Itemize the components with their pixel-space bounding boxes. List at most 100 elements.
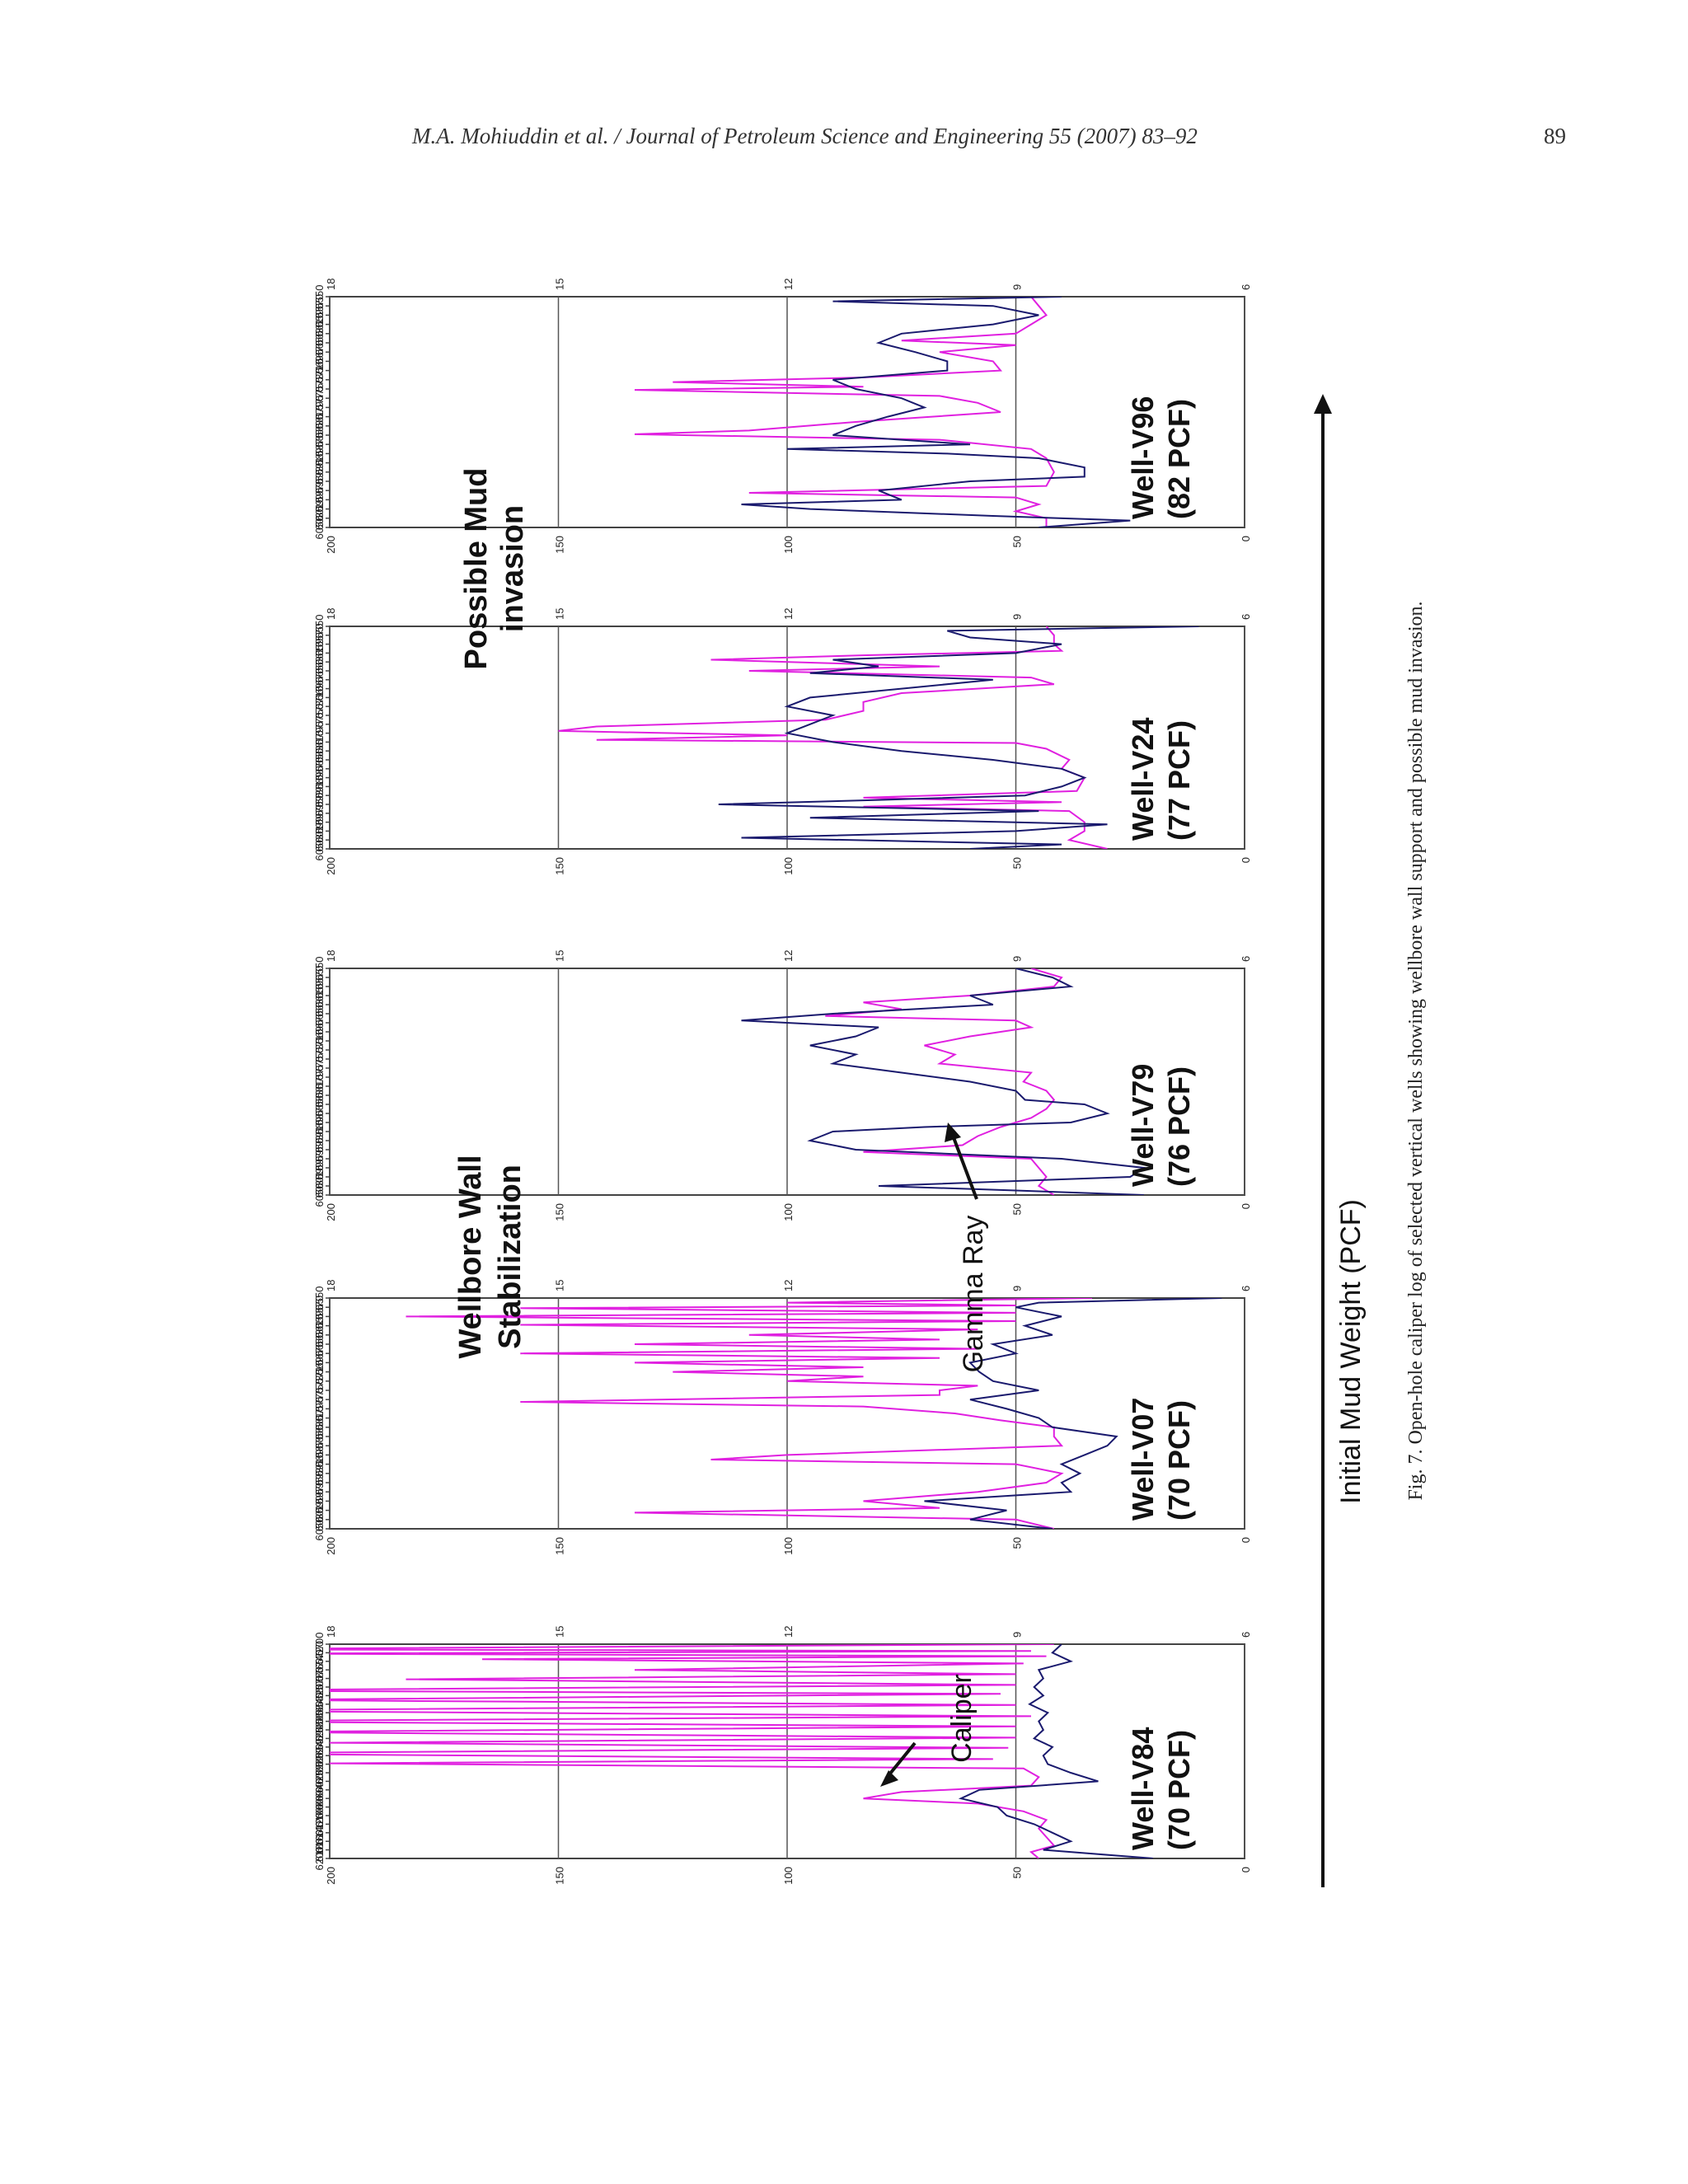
depth-tick-label: 5990	[313, 1156, 326, 1180]
gamma-ray-tick-label: 0	[1240, 536, 1252, 541]
depth-tick-label: 5930	[313, 1129, 326, 1153]
depth-tick-label: 5810	[313, 405, 326, 429]
well-name-label: Well-V84	[1126, 1727, 1160, 1850]
caliper-tick-label: 6	[1240, 1286, 1252, 1291]
depth-tick-label: 6060	[313, 1787, 326, 1811]
gamma-ray-tick-label: 150	[554, 1867, 566, 1885]
depth-tick-label: 5590	[313, 303, 326, 327]
depth-tick-label: 5690	[313, 1020, 326, 1044]
depth-tick-label: 6030	[313, 828, 326, 852]
annotation-wellbore-wall-stabilization: Wellbore Wall Stabilization	[453, 1155, 528, 1358]
depth-tick-label: 5910	[313, 1120, 326, 1144]
depth-tick-label: 5750	[313, 377, 326, 401]
depth-tick-label: 5870	[313, 1102, 326, 1126]
depth-tick-label: 5970	[313, 1480, 326, 1504]
depth-tick-label: 5840	[313, 1692, 326, 1716]
depth-tick-label: 5750	[313, 1379, 326, 1403]
depth-tick-label: 5730	[313, 1038, 326, 1062]
mud-weight-label: (82 PCF)	[1162, 399, 1196, 519]
mud-weight-label: (70 PCF)	[1162, 1400, 1196, 1521]
gamma-ray-tick-label: 0	[1240, 1537, 1252, 1543]
gamma-ray-tick-label: 150	[554, 1537, 566, 1555]
gamma-ray-tick-label: 50	[1011, 857, 1024, 869]
depth-tick-label: 5950	[313, 793, 326, 817]
page-number: 89	[1544, 124, 1566, 148]
depth-tick-label: 5900	[313, 1718, 326, 1742]
depth-tick-label: 6050	[313, 837, 326, 861]
gamma-ray-series	[718, 626, 1199, 849]
depth-tick-label: 5630	[313, 321, 326, 345]
depth-tick-label: 5630	[313, 650, 326, 674]
depth-tick-label: 5720	[313, 1641, 326, 1665]
depth-tick-label: 5970	[313, 479, 326, 503]
mud-weight-label: (76 PCF)	[1162, 1066, 1196, 1187]
depth-tick-label: 5850	[313, 748, 326, 772]
depth-tick-label: 6010	[313, 1498, 326, 1522]
annotation-gamma-ray: Gamma Ray	[958, 1216, 989, 1373]
depth-tick-label: 6010	[313, 1165, 326, 1189]
depth-tick-label: 6050	[313, 1517, 326, 1541]
depth-tick-label: 5830	[313, 739, 326, 763]
well-log-panels: 6912151805010015020057005720574057605780…	[313, 279, 1252, 1885]
well-panel-well-v07: 6 9 12 15 18 0 50 100 150 200 55505570559056105630…	[313, 1280, 1252, 1555]
depth-tick-label: 5970	[313, 801, 326, 825]
running-head: M.A. Mohiuddin et al. / Journal of Petro…	[412, 124, 1198, 148]
depth-tick-label: 5890	[313, 1443, 326, 1467]
caliper-tick-label: 15	[554, 1280, 566, 1291]
depth-tick-label: 6010	[313, 497, 326, 521]
mud-weight-arrow-head	[1314, 394, 1332, 414]
gamma-ray-tick-label: 0	[1240, 1203, 1252, 1209]
depth-tick-label: 6010	[313, 819, 326, 843]
depth-tick-label: 5570	[313, 966, 326, 990]
depth-tick-label: 5790	[313, 721, 326, 745]
depth-tick-label: 5700	[313, 1633, 326, 1657]
depth-tick-label: 5780	[313, 1666, 326, 1690]
depth-tick-label: 5670	[313, 668, 326, 691]
depth-tick-label: 5730	[313, 695, 326, 719]
mud-weight-label: (77 PCF)	[1162, 720, 1196, 841]
depth-tick-label: 5570	[313, 294, 326, 318]
gamma-ray-tick-label: 50	[1011, 1203, 1024, 1215]
depth-tick-label: 5650	[313, 331, 326, 355]
caliper-tick-label: 9	[1011, 284, 1024, 290]
depth-tick-label: 5550	[313, 285, 326, 309]
gamma-ray-tick-label: 100	[782, 1867, 795, 1885]
depth-tick-label: 5770	[313, 387, 326, 410]
page-header: M.A. Mohiuddin et al. / Journal of Petro…	[247, 124, 1566, 157]
depth-tick-label: 5910	[313, 451, 326, 475]
depth-tick-label: 5730	[313, 1369, 326, 1393]
depth-tick-label: 5710	[313, 1029, 326, 1053]
depth-tick-label: 5910	[313, 1452, 326, 1476]
caliper-tick-label: 9	[1011, 956, 1024, 962]
well-name-label: Well-V96	[1126, 396, 1160, 519]
depth-tick-label: 5570	[313, 1296, 326, 1319]
gamma-ray-tick-label: 100	[782, 536, 795, 554]
depth-tick-label: 5760	[313, 1658, 326, 1682]
well-panel-well-v24: 6 9 12 15 18 0 50 100 150 200 55505570559056105630…	[313, 608, 1252, 875]
caliper-tick-label: 18	[325, 1280, 337, 1291]
gamma-ray-series	[741, 968, 1146, 1195]
caliper-pointer-line	[884, 1741, 917, 1780]
caliper-tick-label: 18	[325, 279, 337, 290]
depth-tick-label: 5590	[313, 632, 326, 656]
depth-tick-label: 5850	[313, 424, 326, 448]
well-name-label: Well-V24	[1126, 718, 1160, 841]
depth-tick-label: 6080	[313, 1795, 326, 1819]
depth-tick-label: 5860	[313, 1701, 326, 1725]
caliper-tick-label: 9	[1011, 614, 1024, 620]
gamma-ray-tick-label: 50	[1011, 1867, 1024, 1878]
depth-tick-label: 5990	[313, 1489, 326, 1513]
depth-tick-label: 5960	[313, 1744, 326, 1768]
depth-tick-label: 6030	[313, 506, 326, 530]
gamma-ray-pointer-head	[945, 1122, 961, 1142]
mud-weight-arrow-label: Initial Mud Weight (PCF)	[1335, 1199, 1367, 1504]
gamma-ray-tick-label: 200	[325, 1203, 337, 1221]
caliper-tick-label: 12	[782, 608, 795, 620]
gamma-ray-series	[958, 1644, 1154, 1858]
gamma-ray-tick-label: 50	[1011, 1537, 1024, 1549]
depth-tick-label: 5850	[313, 1425, 326, 1449]
depth-tick-label: 6180	[313, 1838, 326, 1862]
depth-tick-label: 5710	[313, 686, 326, 710]
depth-tick-label: 5850	[313, 1093, 326, 1117]
depth-tick-label: 6100	[313, 1804, 326, 1828]
